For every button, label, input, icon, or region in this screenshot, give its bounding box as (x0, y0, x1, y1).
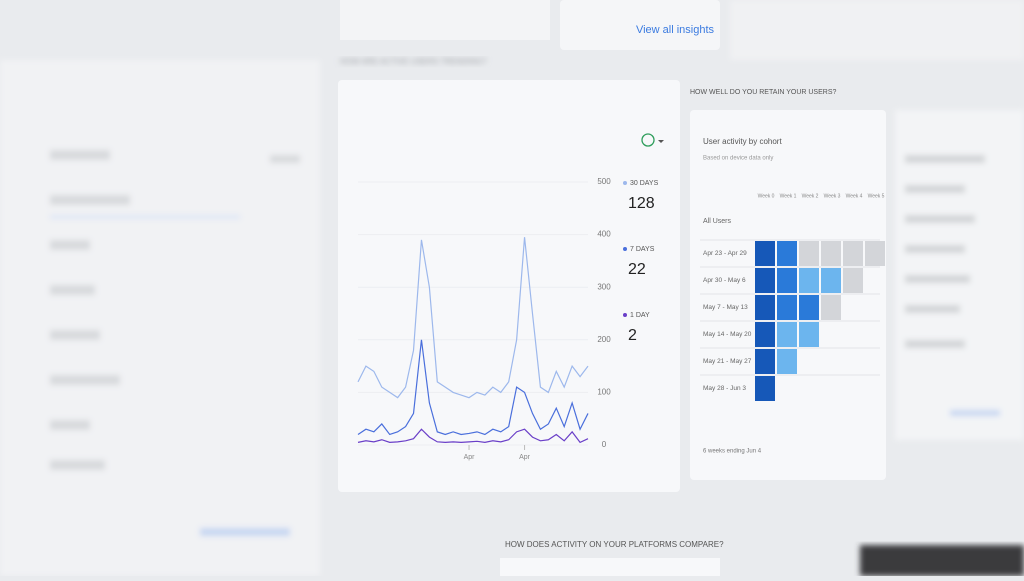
cohort-title: User activity by cohort (703, 137, 782, 146)
cohort-cell (777, 322, 797, 347)
desk-edge (860, 545, 1024, 576)
legend-value: 2 (628, 327, 637, 344)
cohort-column: Week 0 (758, 193, 775, 199)
chart-card (338, 80, 680, 492)
cohort-cell (821, 241, 841, 266)
cohort-cell (777, 241, 797, 266)
section-title: HOW WELL DO YOU RETAIN YOUR USERS? (690, 89, 836, 96)
cohort-cell (799, 295, 819, 320)
legend-value: 22 (628, 261, 646, 278)
cohort-cell (799, 268, 819, 293)
cohort-row-label: Apr 30 - May 6 (703, 277, 746, 284)
dropdown-arrow[interactable] (658, 140, 664, 143)
cohort-column: Week 1 (780, 193, 797, 199)
cohort-cell (821, 295, 841, 320)
card (560, 0, 720, 50)
cohort-all-label: All Users (703, 218, 732, 225)
legend-dot (623, 181, 627, 185)
cohort-cell (865, 241, 885, 266)
cohort-column: Week 3 (824, 193, 841, 199)
cohort-cell (843, 241, 863, 266)
cohort-row-label: May 28 - Jun 3 (703, 385, 746, 392)
series-line (357, 237, 589, 399)
cohort-row-label: May 14 - May 20 (703, 331, 752, 338)
cohort-cell (755, 322, 775, 347)
series-line (357, 339, 589, 436)
cohort-cell (755, 376, 775, 401)
cohort-cell (755, 241, 775, 266)
cohort-row-label: May 21 - May 27 (703, 358, 752, 365)
cohort-cell (799, 241, 819, 266)
card (730, 0, 1024, 60)
legend-label: 7 DAYS (630, 246, 655, 253)
cohort-cell (755, 268, 775, 293)
x-tick-label: Apr (519, 454, 531, 461)
card (500, 558, 720, 576)
cohort-subtitle: Based on device data only (703, 156, 773, 162)
cohort-cell (777, 295, 797, 320)
legend-value: 128 (628, 195, 655, 212)
cohort-cell (799, 322, 819, 347)
cohort-cell (777, 349, 797, 374)
legend-dot (623, 313, 627, 317)
cohort-column: Week 5 (868, 193, 885, 199)
legend-dot (623, 247, 627, 251)
y-tick-label: 100 (597, 388, 611, 397)
cohort-row-label: Apr 23 - Apr 29 (703, 250, 747, 257)
cohort-column: Week 2 (802, 193, 819, 199)
legend-label: 1 DAY (630, 312, 650, 319)
legend-label: 30 DAYS (630, 180, 659, 187)
cohort-cell (821, 268, 841, 293)
cohort-cell (755, 349, 775, 374)
series-line (357, 428, 589, 444)
link[interactable]: View all insights (636, 24, 715, 36)
y-tick-label: 300 (597, 282, 611, 291)
section-title: HOW DOES ACTIVITY ON YOUR PLATFORMS COMP… (505, 540, 724, 549)
y-tick-label: 200 (597, 335, 611, 344)
right-panel (895, 110, 1024, 440)
cohort-cell (755, 295, 775, 320)
y-tick-label: 500 (597, 177, 611, 186)
x-tick-label: Apr (464, 454, 476, 461)
section-title: HOW ARE ACTIVE USERS TRENDING? (340, 57, 487, 66)
cohort-footer: 6 weeks ending Jun 4 (703, 449, 762, 455)
cohort-column: Week 4 (846, 193, 863, 199)
check-icon[interactable] (641, 133, 655, 147)
sidebar (0, 60, 320, 576)
cohort-cell (843, 268, 863, 293)
cohort-cell (777, 268, 797, 293)
cohort-row-label: May 7 - May 13 (703, 304, 748, 311)
y-tick-label: 0 (602, 440, 607, 449)
y-tick-label: 400 (597, 230, 611, 239)
card (340, 0, 550, 40)
